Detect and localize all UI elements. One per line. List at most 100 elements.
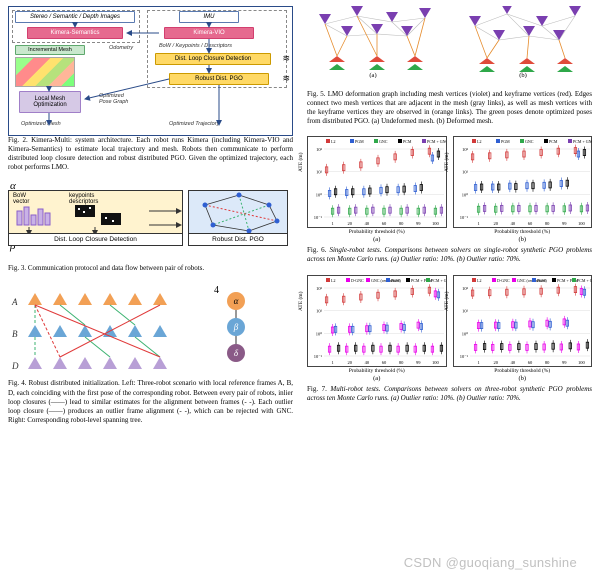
- svg-text:GNC: GNC: [379, 139, 388, 144]
- figure-3-diagram: α β BoW vector keypoints descriptors: [8, 182, 293, 264]
- fig6-chart-b: ATE (m) Probability threshold (%) (b) 10…: [453, 136, 593, 228]
- watermark: CSDN @guoqiang_sunshine: [404, 555, 577, 570]
- svg-text:60: 60: [527, 221, 532, 226]
- svg-text:80: 80: [399, 360, 404, 365]
- svg-text:10⁻¹: 10⁻¹: [459, 215, 468, 220]
- fig6-chart-a: ATE (m) Probability threshold (%) (a) 10…: [307, 136, 447, 228]
- fig4-caption-lead: Fig. 4.: [8, 379, 29, 387]
- svg-text:L2: L2: [477, 278, 481, 283]
- fig6b-ylabel: ATE (m): [444, 153, 450, 172]
- paper-page: Stereo / Semantic / Depth Images IMU Kim…: [0, 0, 605, 441]
- svg-text:PCM: PCM: [403, 139, 412, 144]
- svg-text:(b): (b): [519, 72, 527, 78]
- figure-6-charts: ATE (m) Probability threshold (%) (a) 10…: [307, 136, 592, 228]
- svg-text:99: 99: [562, 221, 567, 226]
- svg-text:99: 99: [416, 221, 421, 226]
- fig3-left-title: Dist. Loop Closure Detection: [9, 233, 182, 245]
- fig2-input-images: Stereo / Semantic / Depth Images: [15, 11, 135, 23]
- figure-5-caption: Fig. 5. LMO deformation graph including …: [307, 90, 592, 126]
- fig7b-ylabel: ATE (m): [444, 291, 450, 310]
- svg-text:D: D: [11, 361, 19, 371]
- fig5-caption-lead: Fig. 5.: [307, 90, 328, 98]
- wifi-icon-2: ≋: [282, 73, 290, 84]
- fig2-label-optmesh: Optimized Mesh: [21, 121, 61, 127]
- svg-text:PCM: PCM: [549, 139, 558, 144]
- figure-2-block: Stereo / Semantic / Depth Images IMU Kim…: [8, 6, 293, 172]
- fig7-chart-b: ATE (m) Probability threshold (%) (b) 10…: [453, 275, 593, 367]
- svg-text:20: 20: [493, 221, 498, 226]
- fig7-chart-a: ATE (m) Probability threshold (%) (a) 10…: [307, 275, 447, 367]
- svg-text:1: 1: [477, 221, 479, 226]
- fig7a-xlabel: Probability threshold (%): [308, 368, 446, 374]
- fig6b-xlabel: Probability threshold (%): [454, 229, 592, 235]
- figure-5-block: (a): [307, 6, 592, 126]
- svg-text:10⁰: 10⁰: [461, 193, 468, 198]
- fig4-row-A: A: [11, 293, 167, 307]
- svg-text:(a): (a): [369, 72, 376, 78]
- fig7a-sublabel: (a): [308, 375, 446, 382]
- svg-text:PCM + GNC: PCM + GNC: [431, 278, 446, 283]
- svg-text:100: 100: [578, 360, 586, 365]
- svg-text:L2: L2: [331, 278, 335, 283]
- figure-2-caption: Fig. 2. Kimera-Multi: system architectur…: [8, 136, 293, 172]
- fig2-mesh-thumbnail: [15, 57, 75, 87]
- svg-text:B: B: [12, 329, 18, 339]
- svg-text:10²: 10²: [316, 147, 323, 152]
- svg-text:D-GNC: D-GNC: [351, 278, 364, 283]
- svg-text:PGM: PGM: [501, 139, 510, 144]
- fig6a-sublabel: (a): [308, 236, 446, 243]
- fig2-kimera-semantics: Kimera-Semantics: [27, 27, 123, 39]
- svg-text:20: 20: [493, 360, 498, 365]
- svg-text:40: 40: [510, 360, 515, 365]
- fig2-input-imu: IMU: [179, 11, 239, 23]
- svg-text:80: 80: [399, 221, 404, 226]
- figure-4-block: 4 A B: [8, 283, 293, 424]
- svg-text:PGM: PGM: [537, 278, 546, 283]
- svg-text:GNC: GNC: [525, 139, 534, 144]
- fig3-left-panel: BoW vector keypoints descriptors: [8, 190, 183, 246]
- fig2-robust-pgo: Robust Dist. PGO: [169, 73, 269, 85]
- svg-text:20: 20: [347, 221, 352, 226]
- svg-text:PCM + GNC: PCM + GNC: [427, 139, 446, 144]
- fig4-row-D: D: [11, 357, 167, 371]
- fig2-label-bow: BoW / Keypoints / Descriptors: [159, 43, 232, 49]
- right-column: (a): [307, 6, 592, 435]
- svg-text:99: 99: [562, 360, 567, 365]
- svg-text:1: 1: [477, 360, 479, 365]
- svg-text:1: 1: [331, 221, 333, 226]
- fig2-kimera-vio: Kimera-VIO: [164, 27, 254, 39]
- figure-7-charts: ATE (m) Probability threshold (%) (a) 10…: [307, 275, 592, 367]
- svg-text:10²: 10²: [316, 286, 323, 291]
- figure-2-diagram: Stereo / Semantic / Depth Images IMU Kim…: [8, 6, 293, 136]
- fig3-caption-lead: Fig. 3.: [8, 264, 28, 272]
- fig6a-xlabel: Probability threshold (%): [308, 229, 446, 235]
- svg-text:PGM: PGM: [355, 139, 364, 144]
- fig2-incremental-mesh: Incremental Mesh: [15, 45, 85, 55]
- figure-3-caption: Fig. 3. Communication protocol and data …: [8, 264, 293, 273]
- svg-text:10¹: 10¹: [316, 170, 323, 175]
- svg-text:10¹: 10¹: [316, 308, 323, 313]
- fig2-label-opttraj: Optimized Trajectory: [169, 121, 219, 127]
- fig2-caption-body: Kimera-Multi: system architecture. Each …: [8, 136, 293, 171]
- fig3-right-svg: [189, 191, 289, 235]
- fig3-right-panel: Robust Dist. PGO: [188, 190, 288, 246]
- svg-text:40: 40: [365, 221, 370, 226]
- figure-3-block: α β BoW vector keypoints descriptors: [8, 182, 293, 273]
- figure-6-block: ATE (m) Probability threshold (%) (a) 10…: [307, 136, 592, 264]
- svg-text:40: 40: [510, 221, 515, 226]
- figure-6-caption: Fig. 6. Single-robot tests. Comparisons …: [307, 246, 592, 264]
- svg-text:D-GNC: D-GNC: [497, 278, 510, 283]
- svg-text:60: 60: [527, 360, 532, 365]
- svg-text:60: 60: [382, 360, 387, 365]
- fig4-caption-body: Robust distributed initialization. Left:…: [8, 379, 293, 423]
- svg-text:1: 1: [331, 360, 333, 365]
- svg-text:PCM + GNC: PCM + GNC: [573, 139, 592, 144]
- fig6-caption-lead: Fig. 6.: [307, 246, 329, 254]
- fig6b-sublabel: (b): [454, 236, 592, 243]
- svg-text:10⁰: 10⁰: [316, 331, 323, 336]
- fig3-caption-body: Communication protocol and data flow bet…: [28, 264, 204, 272]
- figure-4-caption: Fig. 4. Robust distributed initializatio…: [8, 379, 293, 424]
- fig7-caption-body: Multi-robot tests. Comparisons between s…: [307, 385, 592, 402]
- fig3-left-svg: [9, 191, 184, 235]
- fig4-svg: A B D: [8, 283, 293, 379]
